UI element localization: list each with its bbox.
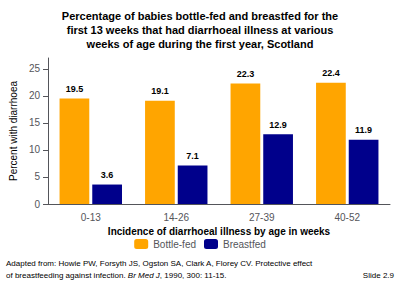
svg-text:Bottle-fed: Bottle-fed (153, 239, 196, 250)
svg-text:Slide 2.9: Slide 2.9 (363, 271, 395, 280)
svg-text:19.5: 19.5 (66, 84, 84, 94)
svg-text:Percent with diarrhoea: Percent with diarrhoea (8, 81, 19, 181)
svg-text:first 13 weeks that had diarrh: first 13 weeks that had diarrhoeal illne… (67, 24, 334, 36)
svg-text:Incidence of diarrhoeal illnes: Incidence of diarrhoeal illness by age i… (108, 226, 331, 237)
svg-text:20: 20 (29, 90, 41, 101)
svg-text:19.1: 19.1 (151, 86, 169, 96)
svg-text:15: 15 (29, 117, 41, 128)
svg-text:0-13: 0-13 (81, 212, 101, 223)
svg-text:27-39: 27-39 (249, 212, 275, 223)
svg-text:5: 5 (34, 171, 40, 182)
svg-text:12.9: 12.9 (269, 120, 287, 130)
svg-text:22.4: 22.4 (322, 68, 340, 78)
svg-text:40-52: 40-52 (334, 212, 360, 223)
svg-text:Percentage of babies bottle-fe: Percentage of babies bottle-fed and brea… (62, 10, 338, 22)
svg-text:25: 25 (29, 63, 41, 74)
svg-text:of breastfeeding against infec: of breastfeeding against infection. (6, 271, 128, 280)
svg-text:3.6: 3.6 (101, 170, 114, 180)
svg-text:10: 10 (29, 144, 41, 155)
svg-text:0: 0 (34, 199, 40, 210)
svg-text:11.9: 11.9 (355, 125, 372, 135)
svg-text:22.3: 22.3 (237, 69, 255, 79)
svg-text:Breastfed: Breastfed (223, 239, 266, 250)
svg-text:weeks of age during the first: weeks of age during the first year, Scot… (86, 38, 314, 50)
svg-text:, 1990, 300: 11-15.: , 1990, 300: 11-15. (160, 271, 227, 280)
svg-text:Br Med J: Br Med J (128, 271, 161, 280)
svg-text:7.1: 7.1 (186, 151, 199, 161)
svg-text:14-26: 14-26 (163, 212, 189, 223)
svg-text:Adapted from: Howie PW, Forsyt: Adapted from: Howie PW, Forsyth JS, Ogst… (6, 259, 313, 268)
